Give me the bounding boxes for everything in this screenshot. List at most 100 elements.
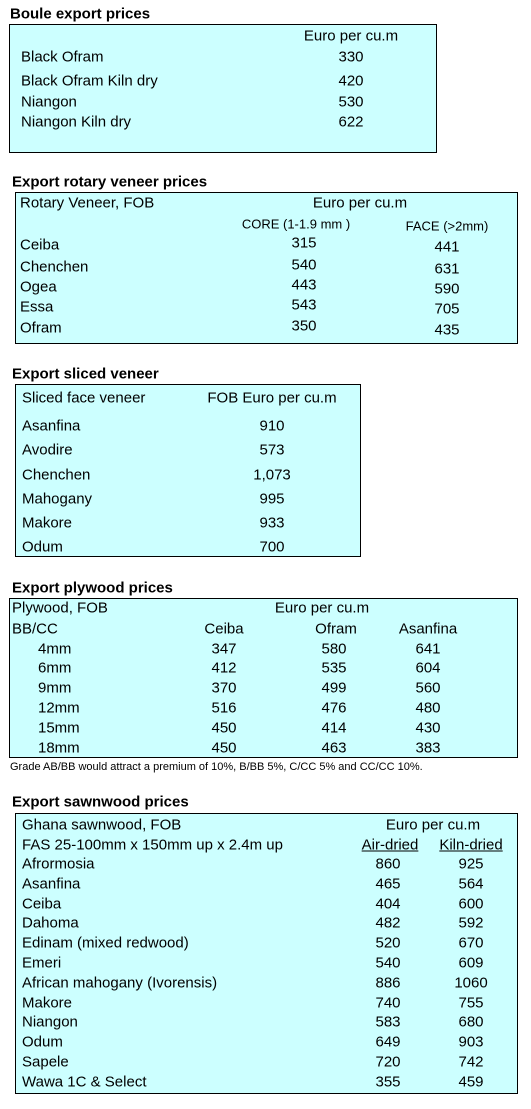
cell-value: 499 [321,679,347,697]
row-label: Niangon [22,1013,78,1031]
section-title: Export sliced veneer [12,365,159,383]
unit-header: Euro per cu.m [385,816,481,834]
cell-value: 350 [291,317,317,335]
cell-value: 535 [321,659,347,677]
cell-value: 482 [375,914,401,932]
cell-value: 604 [415,659,441,677]
cell-value: 480 [415,699,441,717]
row-label: Makore [22,994,73,1012]
cell-value: 670 [458,934,484,952]
row-label: Odum [22,1033,63,1051]
row-label: Wawa 1C & Select [22,1073,147,1091]
cell-value: 355 [375,1073,401,1091]
cell-value: 1,073 [253,466,291,484]
cell-value: 1060 [454,974,488,992]
cell-value: 370 [211,679,237,697]
table-box [15,813,518,1094]
cell-value: 383 [415,739,441,757]
column-header: Kiln-dried [439,836,503,854]
cell-value: 520 [375,934,401,952]
cell-value: 886 [375,974,401,992]
cell-value: 933 [259,514,285,532]
column-header: FACE (>2mm) [405,218,489,234]
row-label: 4mm [38,640,72,658]
row-label: Asanfina [22,417,81,435]
row-label: Niangon Kiln dry [21,113,132,131]
cell-value: 463 [321,739,347,757]
cell-value: 925 [458,855,484,873]
row-label: Edinam (mixed redwood) [22,934,189,952]
unit-header: Euro per cu.m [312,194,408,212]
cell-value: 573 [259,441,285,459]
unit-header: Euro per cu.m [274,599,370,617]
row-label: Avodire [22,441,73,459]
table-header: Ghana sawnwood, FOB [22,816,182,834]
cell-value: 450 [211,719,237,737]
table-box [9,24,437,153]
cell-value: 860 [375,855,401,873]
column-header: Ofram [315,620,357,638]
cell-value: 740 [375,994,401,1012]
cell-value: 459 [458,1073,484,1091]
cell-value: 995 [259,490,285,508]
row-label: Afrormosia [22,855,95,873]
column-header: CORE (1-1.9 mm ) [241,216,351,232]
table-box [9,598,518,758]
footnote: Grade AB/BB would attract a premium of 1… [10,761,423,773]
section-title: Export sawnwood prices [12,793,189,811]
cell-value: 441 [434,238,460,256]
row-label: Chenchen [22,466,91,484]
cell-value: 705 [434,300,460,318]
cell-value: 465 [375,875,401,893]
cell-value: 600 [458,895,484,913]
cell-value: 903 [458,1033,484,1051]
cell-value: 450 [211,739,237,757]
row-label: Odum [22,538,63,556]
row-label: 15mm [38,719,80,737]
table-box [15,384,361,557]
cell-value: 583 [375,1013,401,1031]
cell-value: 564 [458,875,484,893]
cell-value: 315 [291,234,317,252]
cell-value: 700 [259,538,285,556]
row-label: Emeri [22,954,62,972]
section-title: Boule export prices [10,5,151,23]
table-header: Rotary Veneer, FOB [20,194,155,212]
unit-header: FOB Euro per cu.m [207,389,337,407]
row-label: 6mm [38,659,72,677]
row-label: Makore [22,514,73,532]
cell-value: 631 [434,260,460,278]
row-label: Ceiba [22,895,62,913]
table-subheader: FAS 25-100mm x 150mm up x 2.4m up [22,836,283,854]
cell-value: 590 [434,280,460,298]
cell-value: 755 [458,994,484,1012]
row-label: Essa [20,298,54,316]
row-label: Chenchen [20,258,89,276]
table-header: Sliced face veneer [22,389,146,407]
row-label: Sapele [22,1053,69,1071]
section-title: Export rotary veneer prices [12,173,208,191]
cell-value: 530 [338,93,364,111]
row-label: Asanfina [22,875,81,893]
row-label: African mahogany (Ivorensis) [22,974,218,992]
row-label: Black Ofram Kiln dry [21,72,158,90]
column-header: Euro per cu.m [303,27,399,45]
cell-value: 649 [375,1033,401,1051]
table-box [15,192,518,344]
cell-value: 680 [458,1013,484,1031]
cell-value: 330 [338,48,364,66]
row-label: 18mm [38,739,80,757]
row-label: Ceiba [20,236,60,254]
row-label: Mahogany [22,490,93,508]
cell-value: 347 [211,640,237,658]
cell-value: 560 [415,679,441,697]
cell-value: 420 [338,72,364,90]
cell-value: 641 [415,640,441,658]
section-title: Export plywood prices [12,579,173,597]
row-label: Niangon [21,93,77,111]
cell-value: 609 [458,954,484,972]
column-header: Ceiba [204,620,244,638]
row-label: 9mm [38,679,72,697]
cell-value: 412 [211,659,237,677]
